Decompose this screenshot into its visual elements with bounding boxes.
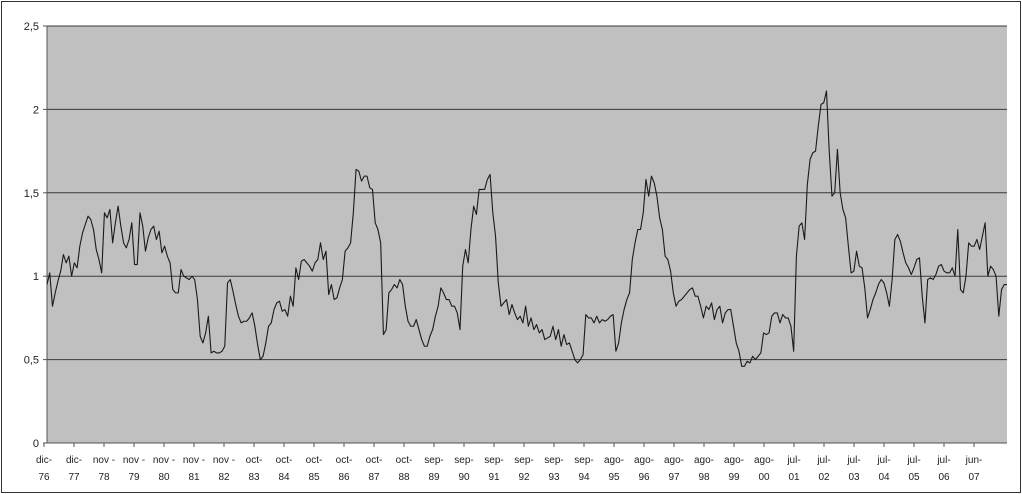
x-tick-label-month: sep- (514, 455, 533, 466)
x-tick-label-year: 98 (698, 472, 710, 483)
axes (46, 26, 1007, 444)
x-tick-label-year: 95 (608, 472, 620, 483)
x-tick-label-year: 86 (338, 472, 350, 483)
x-tick-label-year: 00 (758, 472, 770, 483)
x-tick-label-month: dic- (66, 455, 82, 466)
x-tick-label-year: 03 (848, 472, 860, 483)
y-tick-label: 2,5 (24, 21, 39, 33)
x-tick-label-year: 89 (428, 472, 440, 483)
x-tick-label-month: nov - (93, 455, 115, 466)
x-tick-label-year: 88 (398, 472, 410, 483)
x-axis-tick-labels: dic- 76 dic- 77 nov - 78 nov - 79 nov - 80 nov - 81… (36, 443, 982, 483)
x-tick-label-month: ago- (694, 455, 714, 466)
x-tick-label-year: 06 (938, 472, 950, 483)
x-tick-label-month: jun- (965, 455, 983, 466)
x-tick-label-month: oct- (366, 455, 383, 466)
x-tick-label-month: sep- (544, 455, 563, 466)
x-tick-label-year: 80 (158, 472, 170, 483)
x-tick-label-month: sep- (454, 455, 473, 466)
x-tick-label-month: jul- (906, 455, 920, 466)
plot-area (47, 26, 1007, 443)
x-tick-label-month: ago- (634, 455, 654, 466)
x-tick-label-month: oct- (336, 455, 353, 466)
x-tick-label-month: sep- (484, 455, 503, 466)
series-layer (46, 90, 1007, 367)
x-tick-label-year: 99 (728, 472, 740, 483)
x-tick-label-year: 79 (128, 472, 140, 483)
x-tick-label-year: 76 (38, 472, 50, 483)
y-tick-label: 1,5 (24, 188, 39, 200)
x-tick-label-year: 01 (788, 472, 800, 483)
x-tick-label-year: 94 (578, 472, 590, 483)
x-tick-label-year: 04 (878, 472, 890, 483)
x-tick-label-month: jul- (876, 455, 890, 466)
x-tick-label-year: 05 (908, 472, 920, 483)
y-tick-label: 2 (33, 104, 39, 116)
x-tick-label-month: ago- (724, 455, 744, 466)
x-tick-label-year: 90 (458, 472, 470, 483)
x-tick-label-year: 77 (68, 472, 80, 483)
x-tick-label-year: 84 (278, 472, 290, 483)
x-tick-label-year: 85 (308, 472, 320, 483)
x-tick-label-month: jul- (846, 455, 860, 466)
x-tick-label-year: 83 (248, 472, 260, 483)
x-tick-label-month: jul- (816, 455, 830, 466)
x-tick-label-month: nov - (123, 455, 145, 466)
x-tick-label-month: sep- (424, 455, 443, 466)
x-tick-label-month: sep- (574, 455, 593, 466)
x-tick-label-month: oct- (246, 455, 263, 466)
x-tick-label-month: dic- (36, 455, 52, 466)
x-tick-label-month: ago- (664, 455, 684, 466)
x-tick-label-month: oct- (306, 455, 323, 466)
x-tick-label-month: nov - (183, 455, 205, 466)
x-tick-label-month: oct- (396, 455, 413, 466)
x-tick-label-month: oct- (276, 455, 293, 466)
x-tick-label-month: jul- (936, 455, 950, 466)
x-tick-label-year: 02 (818, 472, 830, 483)
x-tick-label-year: 87 (368, 472, 380, 483)
x-tick-label-month: jul- (786, 455, 800, 466)
series-line (46, 90, 1007, 367)
x-tick-label-month: nov - (153, 455, 175, 466)
x-tick-label-year: 93 (548, 472, 560, 483)
gridlines (47, 25, 1007, 361)
x-tick-label-month: ago- (754, 455, 774, 466)
x-tick-label-year: 81 (188, 472, 200, 483)
x-tick-label-year: 96 (638, 472, 650, 483)
y-tick-label: 0 (33, 438, 39, 450)
y-tick-label: 0,5 (24, 355, 39, 367)
x-tick-label-year: 92 (518, 472, 530, 483)
x-tick-label-year: 91 (488, 472, 500, 483)
x-tick-label-year: 82 (218, 472, 230, 483)
y-tick-label: 1 (33, 271, 39, 283)
x-tick-label-year: 78 (98, 472, 110, 483)
x-tick-label-year: 97 (668, 472, 680, 483)
y-axis-tick-labels: 0 0,5 1 1,5 2 2,5 (24, 21, 47, 450)
x-tick-label-year: 07 (968, 472, 980, 483)
x-tick-label-month: nov - (213, 455, 235, 466)
x-tick-label-month: ago- (604, 455, 624, 466)
